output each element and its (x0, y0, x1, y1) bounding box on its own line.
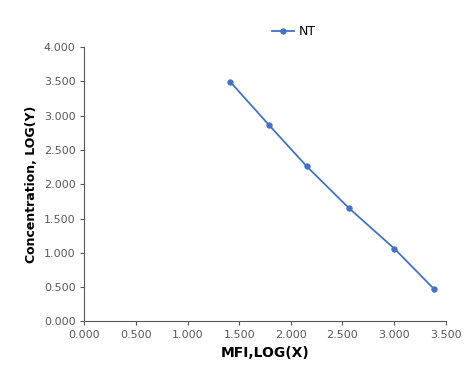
Legend: NT: NT (266, 20, 321, 44)
Y-axis label: Concentration, LOG(Y): Concentration, LOG(Y) (25, 105, 38, 263)
X-axis label: MFI,LOG(X): MFI,LOG(X) (220, 346, 310, 360)
Line: NT: NT (227, 79, 437, 292)
NT (227, 80, 233, 84)
NT (346, 206, 352, 211)
NT (304, 164, 310, 169)
NT (266, 122, 272, 127)
NT (392, 247, 397, 251)
NT (431, 287, 437, 292)
